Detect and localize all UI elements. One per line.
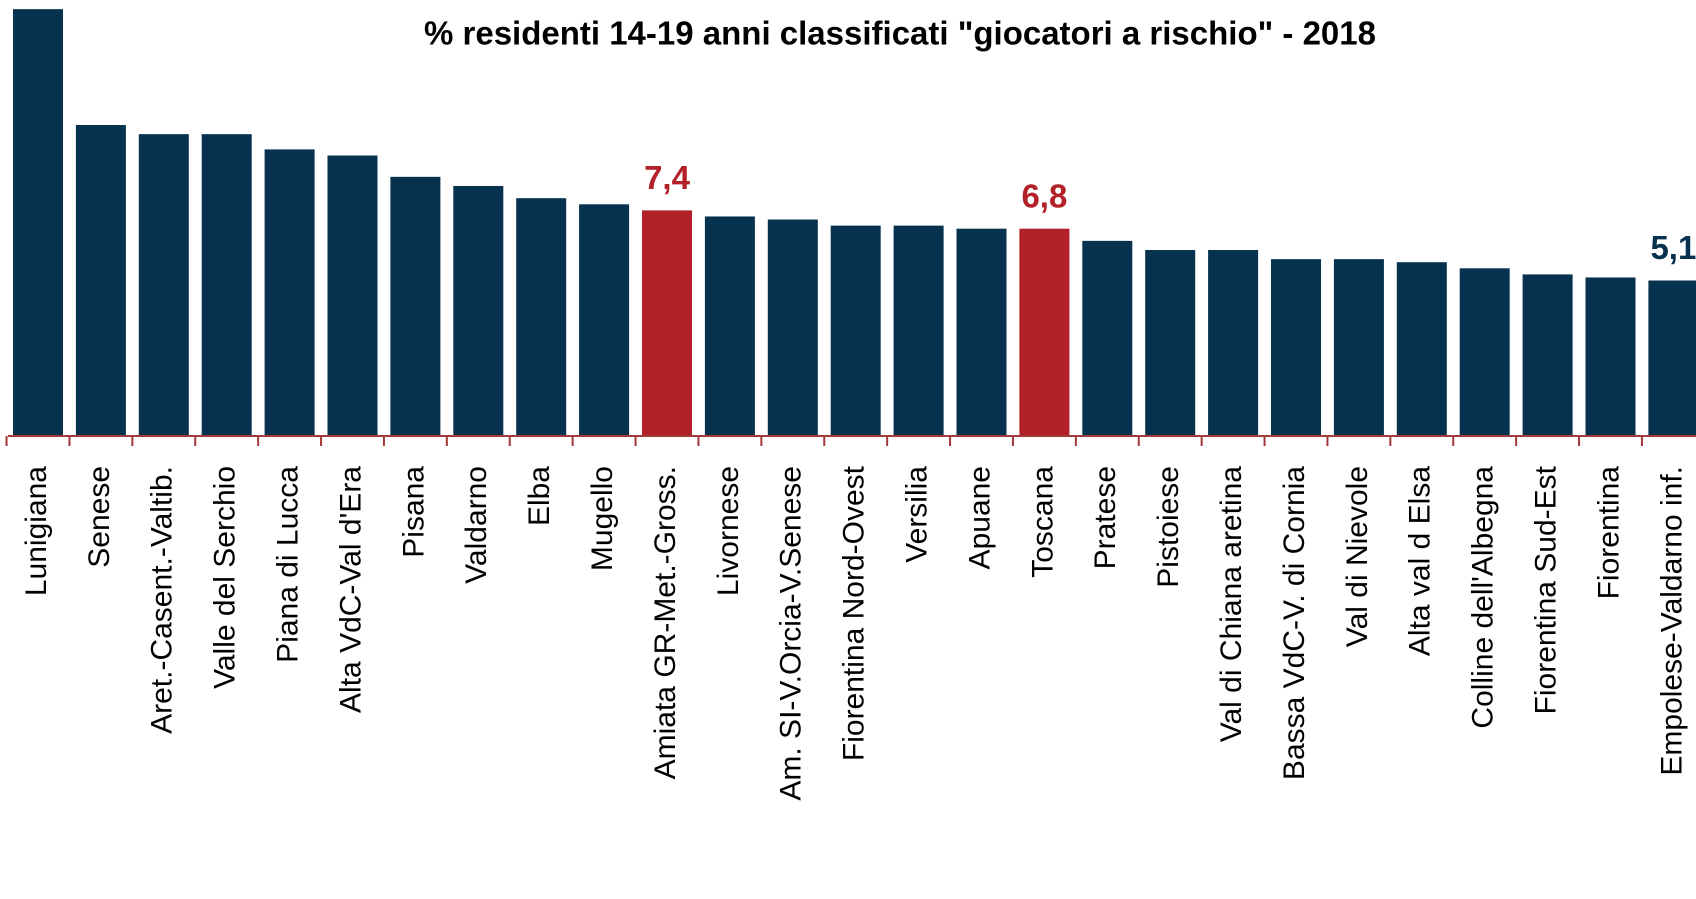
bar — [830, 225, 881, 436]
bar — [1522, 274, 1573, 436]
x-tick-label: Pisana — [397, 466, 430, 558]
bar — [327, 155, 378, 436]
x-tick-label: Elba — [523, 466, 556, 526]
chart-title: % residenti 14-19 anni classificati "gio… — [424, 15, 1376, 52]
bar — [1396, 262, 1447, 436]
bar — [1585, 277, 1636, 436]
x-tick-label: Colline dell'Albegna — [1467, 466, 1500, 729]
x-tick-label: Val di Nievole — [1341, 466, 1374, 647]
bar — [1648, 280, 1696, 436]
bar — [767, 219, 818, 436]
x-tick-label: Pistoiese — [1152, 466, 1185, 588]
x-tick-label: Amiata GR-Met.-Gross. — [649, 466, 682, 779]
bar — [13, 9, 63, 437]
value-label: 5,1 — [1650, 229, 1696, 266]
bar — [1459, 268, 1510, 436]
value-label: 7,4 — [644, 159, 691, 196]
x-tick-label: Alta val d Elsa — [1404, 466, 1437, 656]
bar — [75, 125, 126, 437]
bar — [201, 134, 252, 436]
x-tick-label: Fiorentina — [1592, 466, 1625, 600]
bar — [1145, 250, 1196, 436]
bar — [1208, 250, 1259, 436]
bar — [642, 210, 692, 436]
bar — [390, 176, 441, 436]
x-tick-label: Livornese — [712, 466, 745, 596]
x-tick-label: Fiorentina Sud-Est — [1530, 465, 1563, 714]
x-tick-label: Alta VdC-Val d'Era — [334, 466, 367, 713]
bar — [956, 228, 1007, 436]
x-tick-label: Val di Chiana aretina — [1215, 466, 1248, 743]
x-tick-label: Senese — [83, 466, 116, 568]
bar — [1333, 259, 1384, 436]
bar — [1019, 228, 1070, 436]
bar — [704, 216, 755, 436]
x-tick-label: Fiorentina Nord-Ovest — [838, 465, 871, 761]
x-tick-label: Apuane — [963, 466, 996, 569]
value-label: 6,8 — [1021, 177, 1067, 214]
x-tick-label: Versilia — [901, 466, 934, 563]
x-tick-label: Aret.-Casent.-Valtib. — [146, 466, 179, 734]
bar — [453, 185, 504, 436]
bar — [1082, 240, 1133, 436]
bar — [579, 204, 630, 436]
bar — [1271, 259, 1321, 436]
x-tick-label: Empolese-Valdarno inf. — [1655, 466, 1688, 776]
x-tick-label: Valle del Serchio — [209, 466, 242, 689]
bar — [264, 149, 315, 436]
x-tick-label: Pratese — [1089, 466, 1122, 569]
x-tick-label: Lunigiana — [20, 466, 53, 596]
x-tick-label: Piana di Lucca — [272, 466, 305, 663]
x-tick-label: Am. SI-V.Orcia-V.Senese — [775, 466, 808, 801]
bar — [516, 198, 567, 436]
x-tick-label: Valdarno — [460, 466, 493, 584]
x-tick-label: Bassa VdC-V. di Cornia — [1278, 466, 1311, 780]
x-tick-label: Mugello — [586, 466, 619, 571]
bar — [893, 225, 944, 436]
bar — [138, 134, 189, 436]
x-tick-label: Toscana — [1026, 466, 1059, 578]
